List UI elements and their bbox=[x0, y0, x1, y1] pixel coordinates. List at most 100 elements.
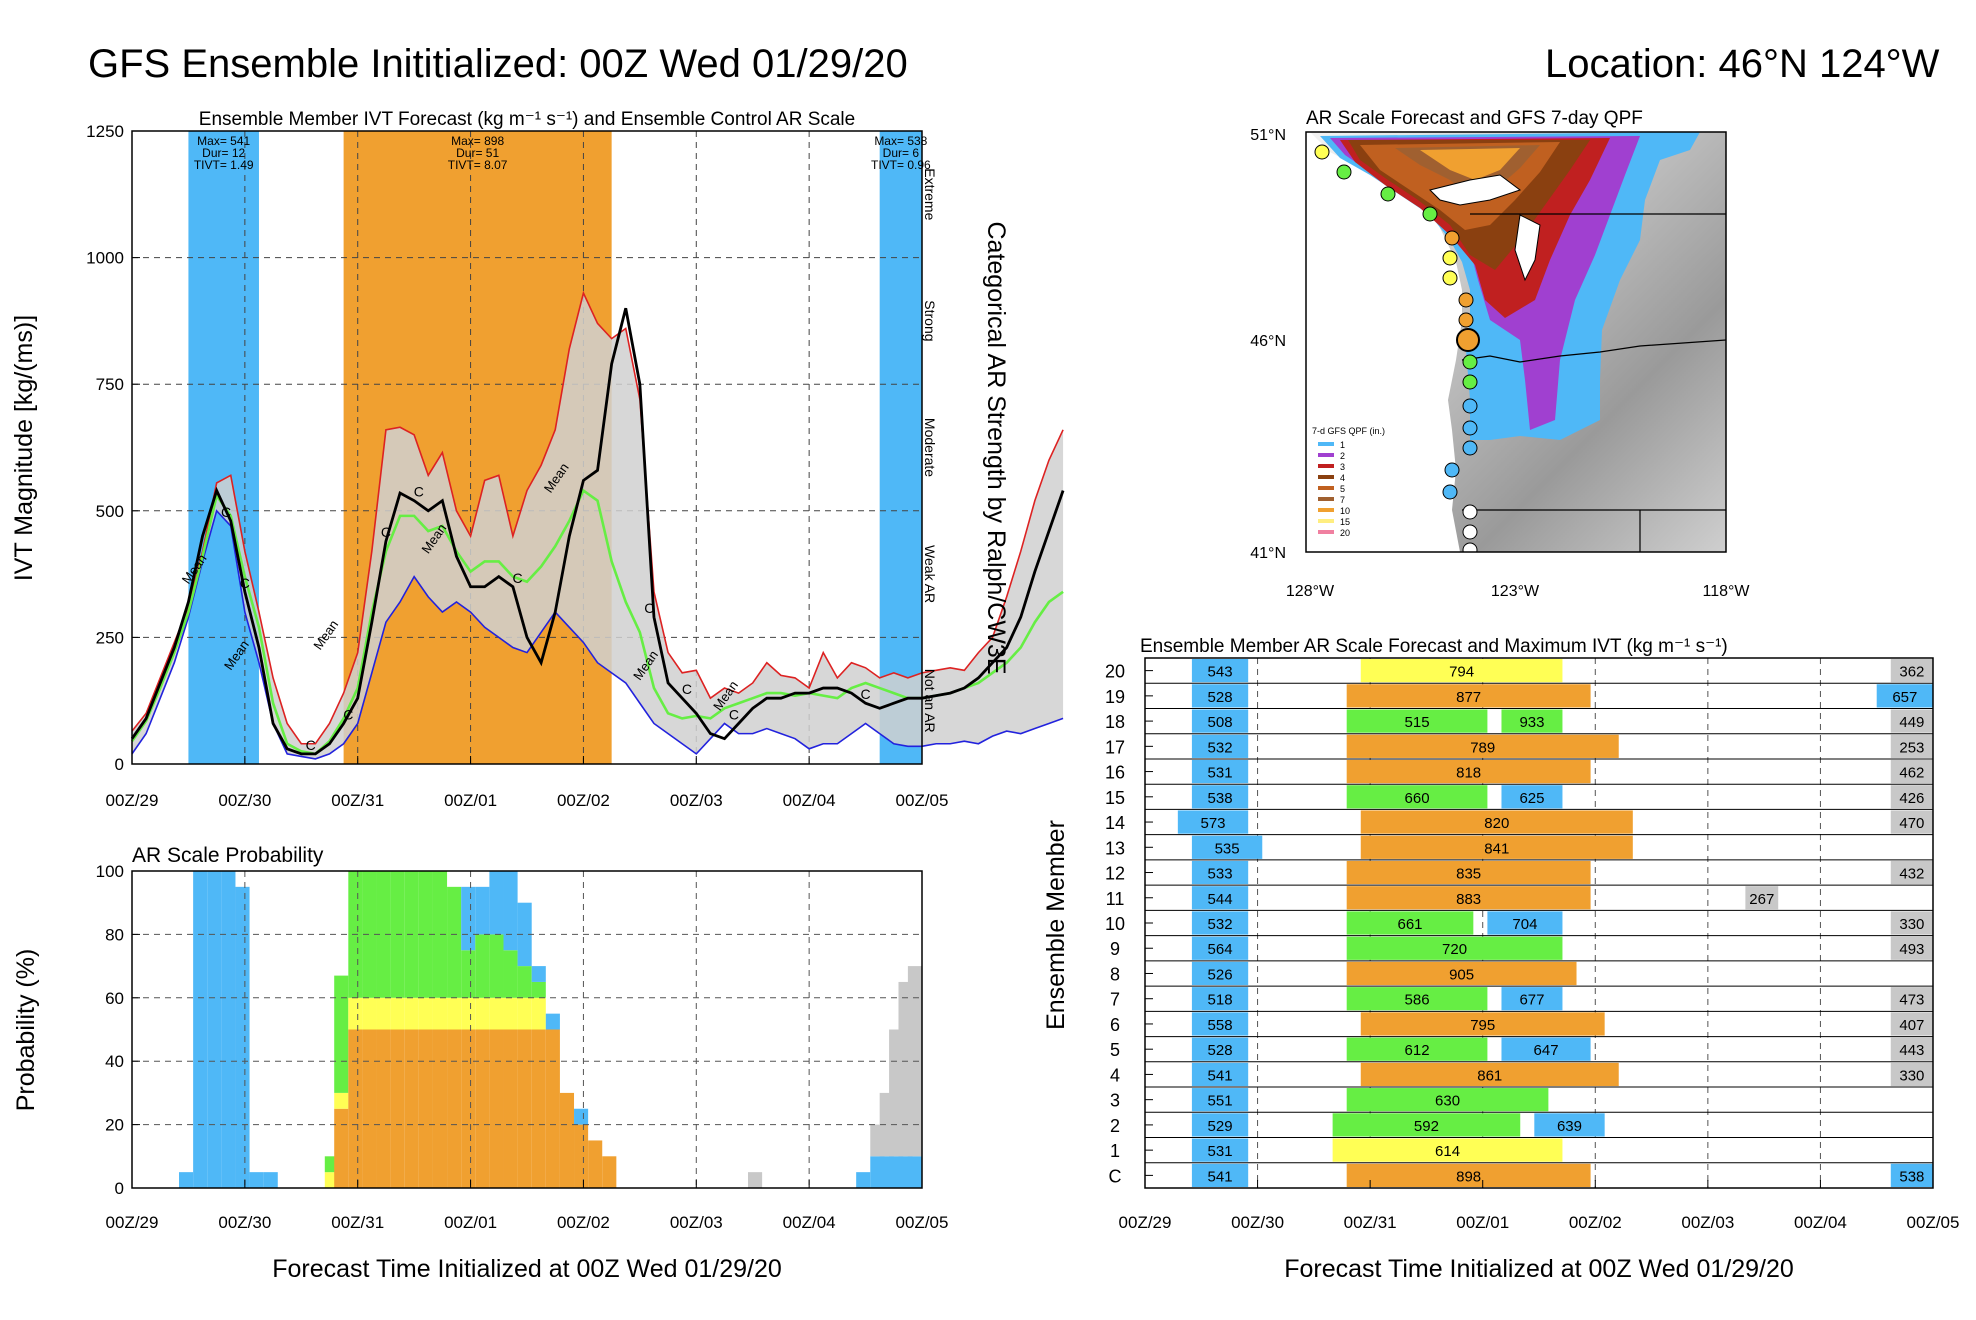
member-segment bbox=[1745, 886, 1779, 910]
prob-bar bbox=[179, 1172, 194, 1188]
legend-title: 7-d GFS QPF (in.) bbox=[1312, 426, 1385, 436]
prob-bar bbox=[390, 1029, 405, 1188]
legend-swatch bbox=[1318, 508, 1334, 512]
member-segment bbox=[1191, 785, 1249, 809]
member-max-ivt: 462 bbox=[1899, 765, 1924, 782]
y-tick-label: 20 bbox=[105, 1116, 124, 1135]
ar-period-stat: Dur= 6 bbox=[883, 146, 920, 160]
member-segment bbox=[1191, 659, 1249, 683]
member-label: 14 bbox=[1105, 813, 1125, 833]
member-max-ivt: 529 bbox=[1208, 1118, 1233, 1135]
water-body bbox=[1429, 174, 1522, 206]
member-segment bbox=[1534, 1113, 1605, 1137]
member-max-ivt: 407 bbox=[1899, 1017, 1924, 1034]
lat-51: 51°N bbox=[1250, 127, 1286, 144]
member-envelope bbox=[132, 293, 1064, 759]
member-segment bbox=[1191, 709, 1249, 733]
member-max-ivt: 795 bbox=[1470, 1017, 1495, 1034]
member-max-ivt: 528 bbox=[1208, 1042, 1233, 1059]
member-label: 18 bbox=[1105, 712, 1125, 732]
member-max-ivt: 586 bbox=[1405, 992, 1430, 1009]
member-segment bbox=[1346, 1037, 1488, 1061]
legend-swatch bbox=[1318, 464, 1334, 468]
member-max-ivt: 253 bbox=[1899, 739, 1924, 756]
member-max-ivt: 538 bbox=[1899, 1168, 1924, 1185]
member-label: 6 bbox=[1110, 1015, 1120, 1035]
member-max-ivt: 541 bbox=[1208, 1067, 1233, 1084]
prob-bar bbox=[334, 975, 349, 1093]
member-max-ivt: 898 bbox=[1456, 1168, 1481, 1185]
legend-level: 20 bbox=[1340, 528, 1350, 538]
member-segment bbox=[1360, 659, 1563, 683]
ivt-title: Ensemble Member IVT Forecast (kg m⁻¹ s⁻¹… bbox=[199, 109, 855, 130]
member-max-ivt: 508 bbox=[1208, 714, 1233, 731]
prob-bar bbox=[489, 1029, 504, 1188]
prob-bar bbox=[489, 871, 504, 935]
member-segment bbox=[1191, 684, 1249, 708]
prob-bar bbox=[531, 966, 546, 982]
member-max-ivt: 630 bbox=[1435, 1093, 1460, 1110]
prob-bar bbox=[461, 886, 476, 951]
prob-bar bbox=[362, 871, 377, 998]
member-label: 17 bbox=[1105, 737, 1125, 757]
category-label: Strong bbox=[922, 300, 938, 341]
member-max-ivt: 789 bbox=[1470, 739, 1495, 756]
prob-bar bbox=[475, 997, 490, 1030]
prob-bar bbox=[489, 934, 504, 998]
legend-level: 5 bbox=[1340, 484, 1345, 494]
member-segment bbox=[1346, 684, 1591, 708]
prob-bar bbox=[574, 1124, 589, 1188]
ar-period-stat: TIVT= 8.07 bbox=[448, 158, 508, 172]
x-tick-label: 00Z/01 bbox=[444, 1213, 497, 1232]
y-tick-label: 0 bbox=[115, 755, 124, 774]
prob-bar bbox=[461, 1029, 476, 1188]
member-max-ivt: 551 bbox=[1208, 1093, 1233, 1110]
ar-scale-dot bbox=[1462, 440, 1478, 456]
ar-strength-label: Categorical AR Strength by Ralph/CW3E bbox=[982, 222, 1010, 675]
x-tick-label: 00Z/02 bbox=[1569, 1213, 1622, 1232]
control-marker: C bbox=[513, 570, 523, 586]
member-max-ivt: 677 bbox=[1519, 992, 1544, 1009]
members-x-ticks: 00Z/29 00Z/30 00Z/31 00Z/01 00Z/02 00Z/03 00Z/… bbox=[1119, 1180, 1959, 1232]
prob-bar bbox=[376, 871, 391, 998]
member-max-ivt: 538 bbox=[1208, 790, 1233, 807]
prob-bar bbox=[418, 1029, 433, 1188]
control-marker: C bbox=[682, 681, 692, 697]
ar-period-band bbox=[188, 131, 259, 764]
member-max-ivt: 647 bbox=[1534, 1042, 1559, 1059]
y-tick-label: 750 bbox=[96, 375, 124, 394]
x-tick-label: 00Z/30 bbox=[218, 1213, 271, 1232]
prob-bar bbox=[602, 1156, 617, 1188]
legend-level: 10 bbox=[1340, 506, 1350, 516]
member-segment bbox=[1360, 1012, 1605, 1036]
prob-bar bbox=[856, 1172, 871, 1188]
legend-swatch bbox=[1318, 442, 1334, 446]
prob-bar bbox=[461, 950, 476, 998]
y-tick-label: 40 bbox=[105, 1052, 124, 1071]
ar-period-stat: TIVT= 1.49 bbox=[194, 158, 254, 172]
member-label: 4 bbox=[1110, 1065, 1120, 1085]
map-title: AR Scale Forecast and GFS 7-day QPF bbox=[1306, 108, 1643, 129]
prob-bar bbox=[503, 950, 518, 998]
member-max-ivt: 470 bbox=[1899, 815, 1924, 832]
member-segment bbox=[1346, 936, 1563, 960]
control-marker: C bbox=[729, 706, 739, 722]
member-segment bbox=[1876, 684, 1933, 708]
members-xlabel: Forecast Time Initialized at 00Z Wed 01/… bbox=[1284, 1255, 1794, 1283]
member-label: 10 bbox=[1105, 914, 1125, 934]
member-segment bbox=[1346, 911, 1474, 935]
y-tick-label: 60 bbox=[105, 989, 124, 1008]
ar-period-stat: Dur= 51 bbox=[456, 146, 499, 160]
x-tick-label: 00Z/31 bbox=[1344, 1213, 1397, 1232]
prob-bar bbox=[545, 1013, 560, 1030]
prob-bar bbox=[475, 934, 490, 998]
member-max-ivt: 841 bbox=[1484, 840, 1509, 857]
prob-bar bbox=[432, 1029, 448, 1188]
ar-scale-dot bbox=[1444, 230, 1460, 246]
ar-scale-dot bbox=[1336, 164, 1352, 180]
member-segment bbox=[1890, 1012, 1933, 1036]
prob-bar bbox=[517, 1029, 532, 1188]
member-max-ivt: 660 bbox=[1405, 790, 1430, 807]
